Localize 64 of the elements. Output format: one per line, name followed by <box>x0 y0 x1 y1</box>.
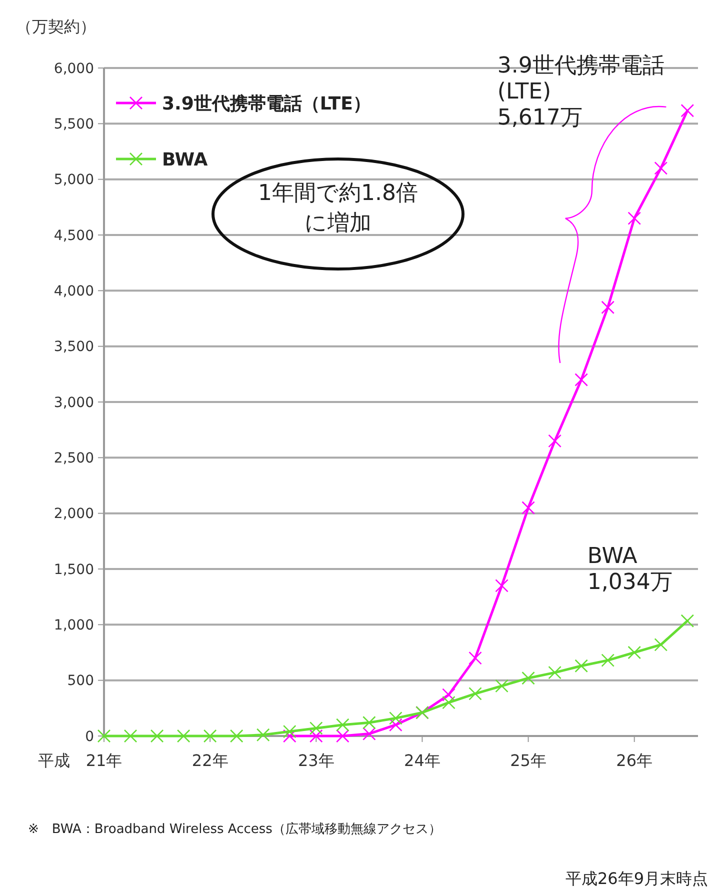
point <box>176 729 190 743</box>
point <box>601 654 614 667</box>
point <box>680 104 694 118</box>
point <box>628 212 642 225</box>
point <box>522 501 535 514</box>
text: 平成26年9月末時点 <box>565 869 708 888</box>
y-tick-label: 0 <box>85 728 94 745</box>
point <box>495 579 508 592</box>
point <box>654 162 668 175</box>
y-tick-label: 3,500 <box>54 339 94 356</box>
legend-label: 3.9世代携帯電話（LTE） <box>162 93 371 114</box>
y-tick-label: 5,000 <box>54 172 94 188</box>
point <box>548 434 562 448</box>
point <box>654 638 668 652</box>
y-tick-label: 4,000 <box>54 284 94 300</box>
point <box>495 679 508 693</box>
x-tick-label: 25年 <box>510 751 546 770</box>
point <box>282 729 296 743</box>
y-tick-label: 5,500 <box>54 116 94 133</box>
point <box>150 729 164 743</box>
point <box>336 729 350 743</box>
x-tick-label: 22年 <box>192 751 228 770</box>
y-tick-label: 4,500 <box>54 228 94 244</box>
point <box>336 718 350 732</box>
legend-label: BWA <box>162 149 208 170</box>
y-tick-label: 2,500 <box>54 450 94 467</box>
y-axis-title: （万契約） <box>16 17 96 36</box>
point <box>468 687 482 700</box>
point <box>362 727 376 740</box>
point <box>309 722 323 735</box>
x-axis-title: 平成 <box>38 751 70 770</box>
y-tick-label: 2,000 <box>54 506 94 522</box>
point <box>389 712 402 725</box>
point <box>574 659 588 673</box>
y-tick-label: 1,500 <box>54 562 94 578</box>
annotation: 1年間で約1.8倍に増加 <box>258 181 418 236</box>
point <box>522 671 535 685</box>
point <box>680 614 694 628</box>
annotation: 3.9世代携帯電話 (LTE) 5,617万 <box>497 54 664 131</box>
point <box>628 646 642 660</box>
point <box>97 729 111 743</box>
point <box>256 728 270 742</box>
point <box>124 729 138 743</box>
point <box>389 718 402 732</box>
x-tick-label: 23年 <box>298 751 334 770</box>
y-tick-label: 500 <box>67 673 94 690</box>
y-tick-label: 3,000 <box>54 394 94 411</box>
x-tick-label: 26年 <box>616 751 653 770</box>
point <box>362 716 376 730</box>
point <box>601 300 614 314</box>
x-tick-label: 24年 <box>404 751 440 770</box>
y-tick-label: 1,000 <box>54 618 94 634</box>
y-tick-label: 6,000 <box>54 60 94 77</box>
x-tick-label: 21年 <box>86 751 122 770</box>
text: ※ BWA：Broadband Wireless Access（広帯域移動無線アクセス） <box>28 821 442 837</box>
point <box>574 373 588 386</box>
point <box>282 724 296 738</box>
point <box>309 729 323 743</box>
point <box>548 666 562 680</box>
annotation: BWA 1,034万 <box>587 544 672 595</box>
point <box>442 696 456 710</box>
point <box>230 729 244 743</box>
point <box>203 729 217 743</box>
point <box>468 651 482 665</box>
